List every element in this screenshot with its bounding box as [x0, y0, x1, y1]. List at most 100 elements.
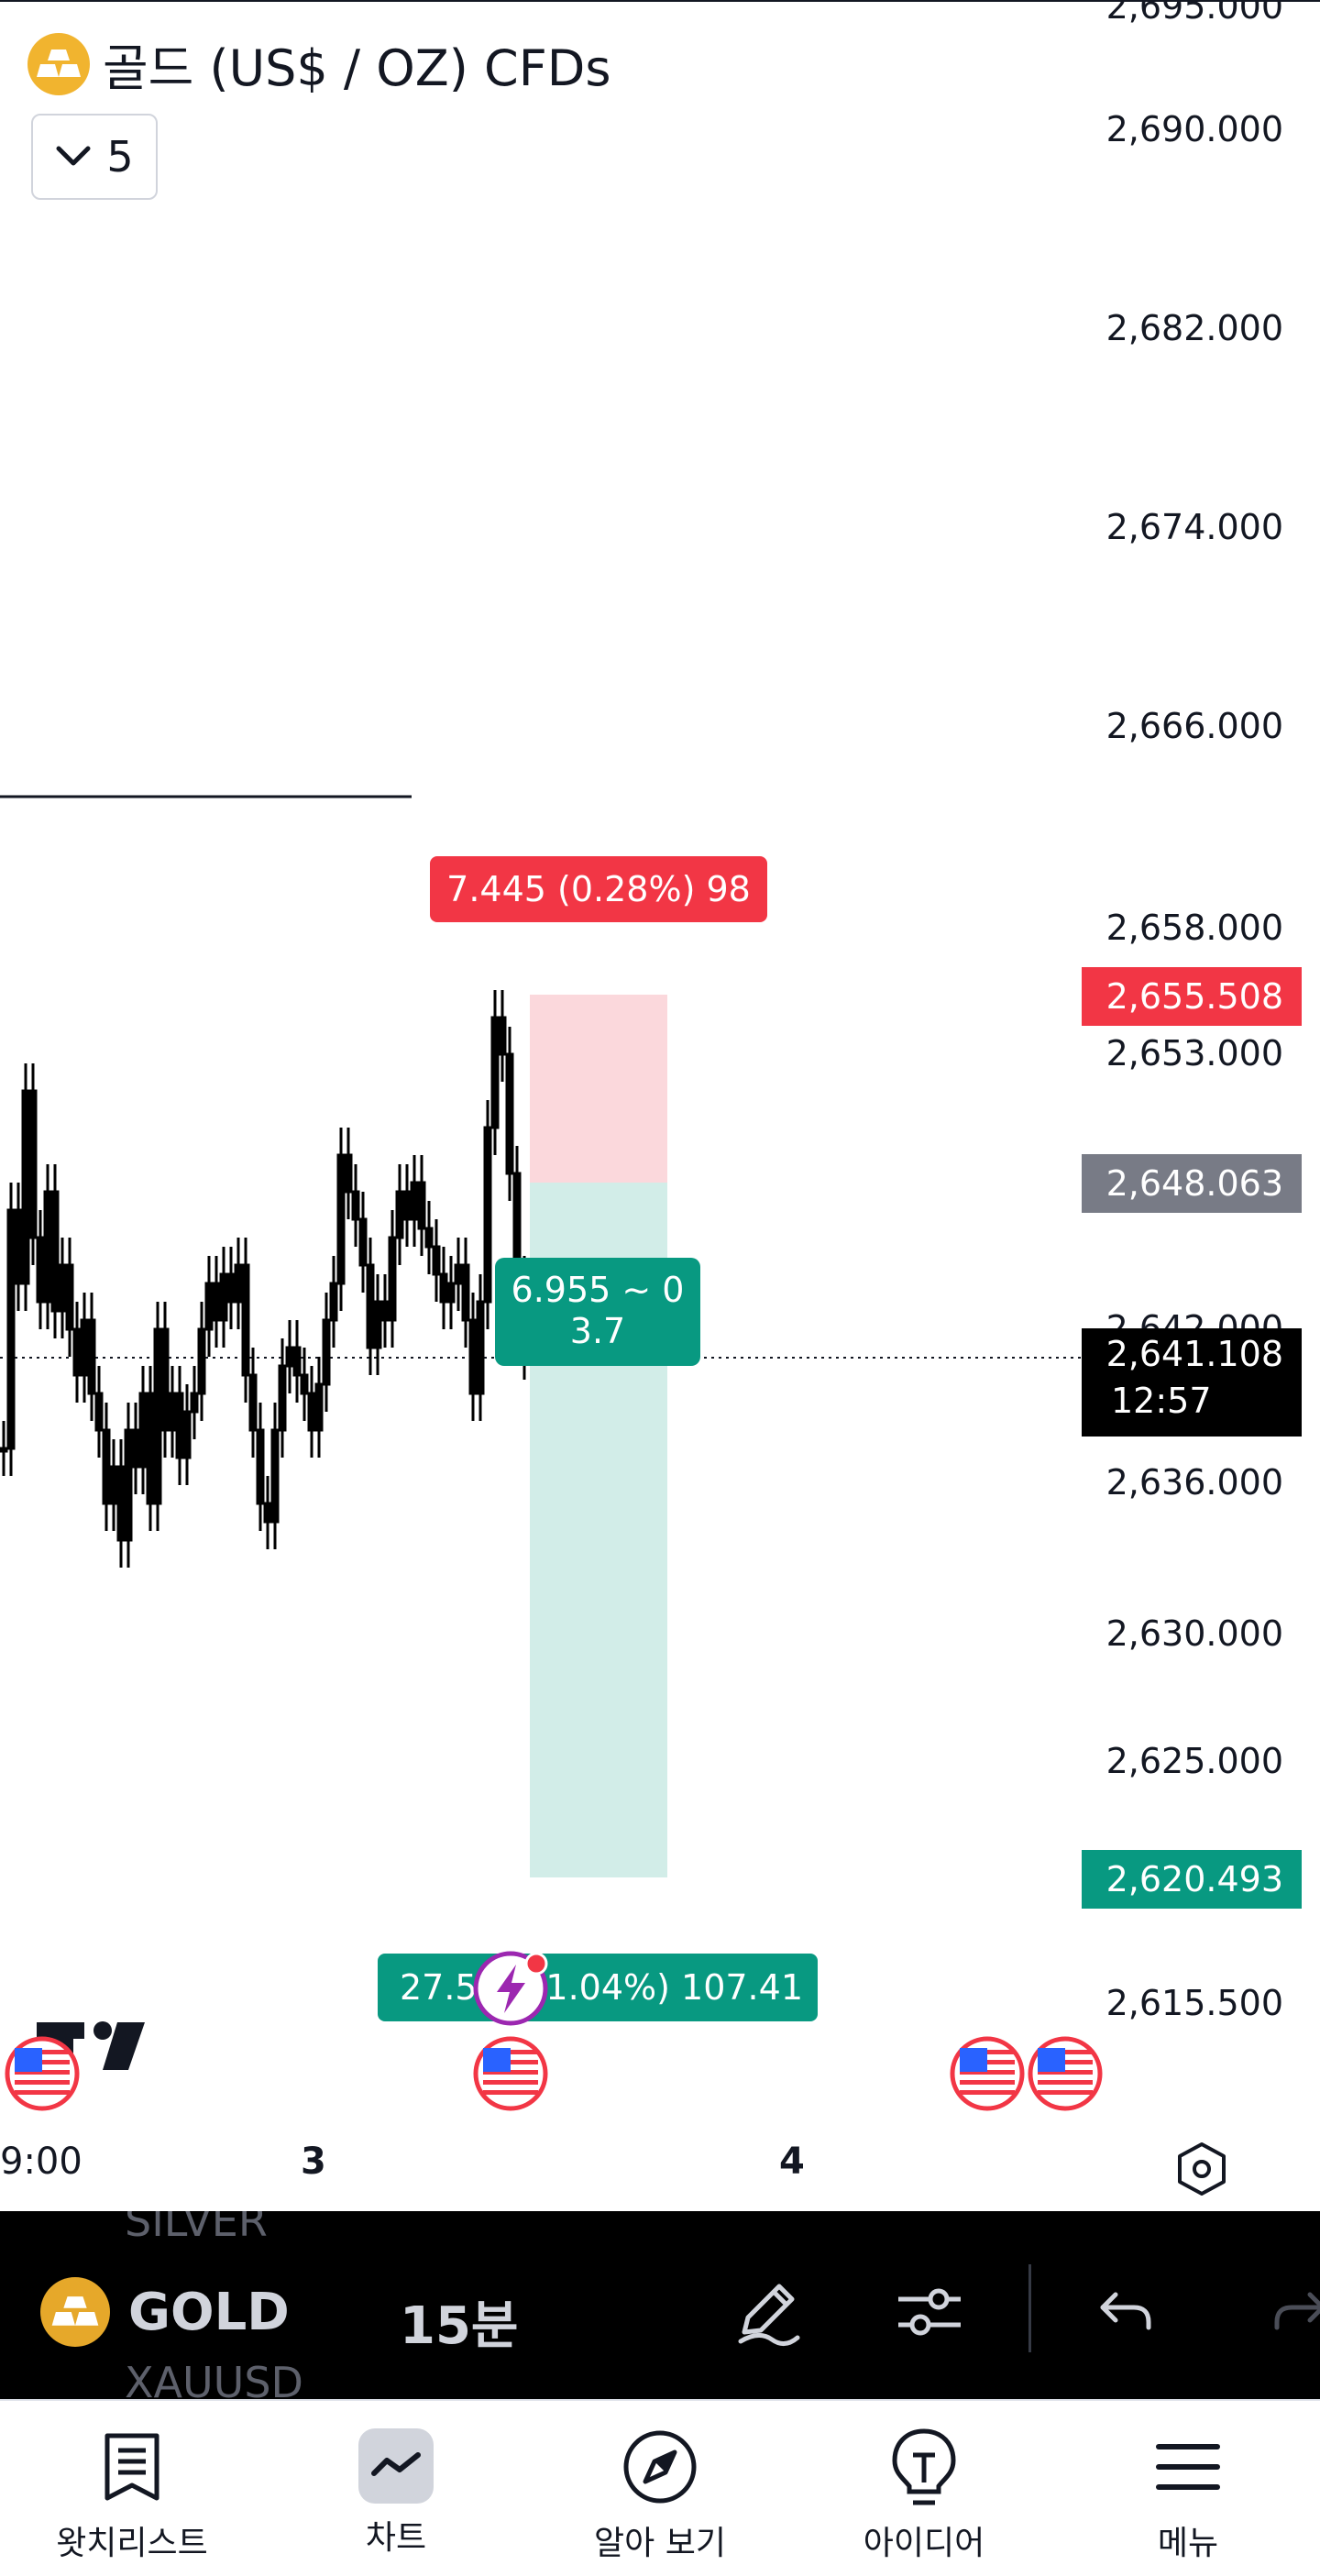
price-tick: 2,630.000: [1106, 1613, 1283, 1654]
nav-item-chart[interactable]: 차트: [264, 2401, 528, 2576]
target-price-text: 2,620.493: [1106, 1859, 1283, 1899]
flag-canton: [960, 2048, 987, 2072]
ghost-symbol-prev: SILVER: [125, 2211, 268, 2246]
candle-body: [219, 1272, 228, 1322]
flag-stripe: [15, 2090, 70, 2095]
candle-body: [28, 1089, 38, 1239]
gold-bars-icon: [28, 32, 90, 95]
candle-body: [50, 1190, 60, 1313]
candle-body: [234, 1263, 243, 1304]
lightning-alert-icon[interactable]: [473, 1951, 548, 2026]
candle-body: [300, 1373, 309, 1395]
candle-body: [307, 1392, 316, 1432]
candle-body: [439, 1272, 448, 1304]
candle-body: [43, 1190, 52, 1304]
stop-zone: [530, 995, 667, 1183]
target-label-right: 1.04%) 107.41: [545, 1967, 803, 2008]
current-price-tag: [1082, 1328, 1302, 1437]
candle-body: [432, 1245, 441, 1276]
candle-body: [424, 1227, 434, 1249]
candle-body: [490, 1016, 500, 1129]
candle-body: [182, 1410, 192, 1459]
candle-body: [366, 1263, 375, 1349]
us-event-flag-icon: [5, 2036, 80, 2111]
candle-body: [116, 1465, 126, 1542]
candle-body: [498, 1016, 507, 1056]
candle-body: [6, 1208, 16, 1450]
countdown-text: 12:57: [1111, 1381, 1212, 1421]
candle-body: [87, 1318, 96, 1395]
watchlist-icon: [90, 2425, 174, 2509]
candle-body: [417, 1181, 426, 1230]
price-tick: 2,674.000: [1106, 507, 1283, 547]
flag-canton: [15, 2048, 42, 2072]
candle-body: [336, 1153, 346, 1285]
flag-stripe: [483, 2070, 538, 2075]
chart-toolbar: SILVER GOLD XAUUSD 15분: [0, 2211, 1320, 2399]
candle-body: [146, 1392, 155, 1505]
nav-label: 왓치리스트: [56, 2525, 208, 2562]
candle-body: [468, 1318, 478, 1395]
candle-body: [278, 1364, 287, 1432]
collapse-toggle-button[interactable]: 5: [31, 114, 158, 200]
candle-body: [241, 1263, 250, 1377]
candle-body: [94, 1392, 104, 1432]
time-axis[interactable]: 9:00 3 4: [0, 2131, 1320, 2205]
candle-body: [109, 1465, 118, 1505]
us-event-flag-icon: [950, 2036, 1025, 2111]
flag-stripe: [960, 2070, 1015, 2075]
symbol-selector[interactable]: GOLD: [40, 2277, 290, 2347]
target-price-tag: [1082, 1850, 1302, 1909]
interval-selector[interactable]: 15분: [400, 2296, 519, 2356]
stop-label-box: [430, 856, 767, 922]
candle-body: [36, 1236, 45, 1304]
candle-body: [263, 1502, 272, 1524]
symbol-header[interactable]: 골드 (US$ / OZ) CFDs: [28, 28, 610, 100]
candle-body: [190, 1392, 199, 1414]
candle-body: [124, 1428, 133, 1542]
nav-item-ideas[interactable]: 아이디어: [792, 2401, 1056, 2576]
menu-icon: [1146, 2425, 1230, 2509]
candle-body: [168, 1392, 177, 1432]
nav-label: 알아 보기: [594, 2525, 726, 2562]
flag-stripe: [15, 2080, 70, 2085]
chevron-down-icon: [56, 146, 91, 166]
price-tick: 2,615.500: [1106, 1983, 1283, 2023]
flag-stripe: [960, 2090, 1015, 2095]
undo-icon[interactable]: [1082, 2268, 1170, 2356]
candle-body: [270, 1428, 280, 1524]
nav-item-watchlist[interactable]: 왓치리스트: [0, 2401, 264, 2576]
chart-settings-icon[interactable]: [1173, 2141, 1230, 2197]
flag-stripe: [960, 2080, 1015, 2085]
candle-body: [248, 1373, 258, 1432]
sliders-icon[interactable]: [886, 2268, 974, 2356]
flag-stripe: [1038, 2080, 1093, 2085]
flag-stripe: [483, 2090, 538, 2095]
price-tick: 2,658.000: [1106, 908, 1283, 948]
bottom-navigation: 왓치리스트 차트 알아 보기 아이디어: [0, 2399, 1320, 2576]
redo-icon[interactable]: [1256, 2268, 1320, 2356]
price-chart[interactable]: 2,695.000 2,690.000 2,682.000 2,674.000 …: [0, 0, 1320, 2209]
pencil-icon[interactable]: [724, 2268, 812, 2356]
top-border: [0, 0, 1320, 2]
candle-body: [153, 1327, 162, 1505]
price-tick: 2,653.000: [1106, 1033, 1283, 1073]
nav-item-explore[interactable]: 알아 보기: [528, 2401, 792, 2576]
entry-price-tag: [1082, 1154, 1302, 1213]
candlestick-series: [0, 990, 529, 1568]
price-tick: 2,625.000: [1106, 1741, 1283, 1781]
toolbar-divider: [1028, 2264, 1031, 2352]
lightbulb-icon: [882, 2425, 966, 2509]
candle-body: [160, 1327, 170, 1432]
candle-body: [65, 1263, 74, 1331]
current-price-text: 2,641.108: [1106, 1334, 1283, 1374]
candle-body: [285, 1346, 294, 1368]
price-tick: 2,682.000: [1106, 308, 1283, 348]
nav-item-menu[interactable]: 메뉴: [1056, 2401, 1320, 2576]
candle-body: [226, 1272, 236, 1304]
candle-body: [373, 1300, 382, 1349]
candle-body: [410, 1181, 419, 1221]
candle-body: [138, 1392, 148, 1469]
stop-price-tag: [1082, 967, 1302, 1026]
us-event-flag-icon: [1028, 2036, 1103, 2111]
